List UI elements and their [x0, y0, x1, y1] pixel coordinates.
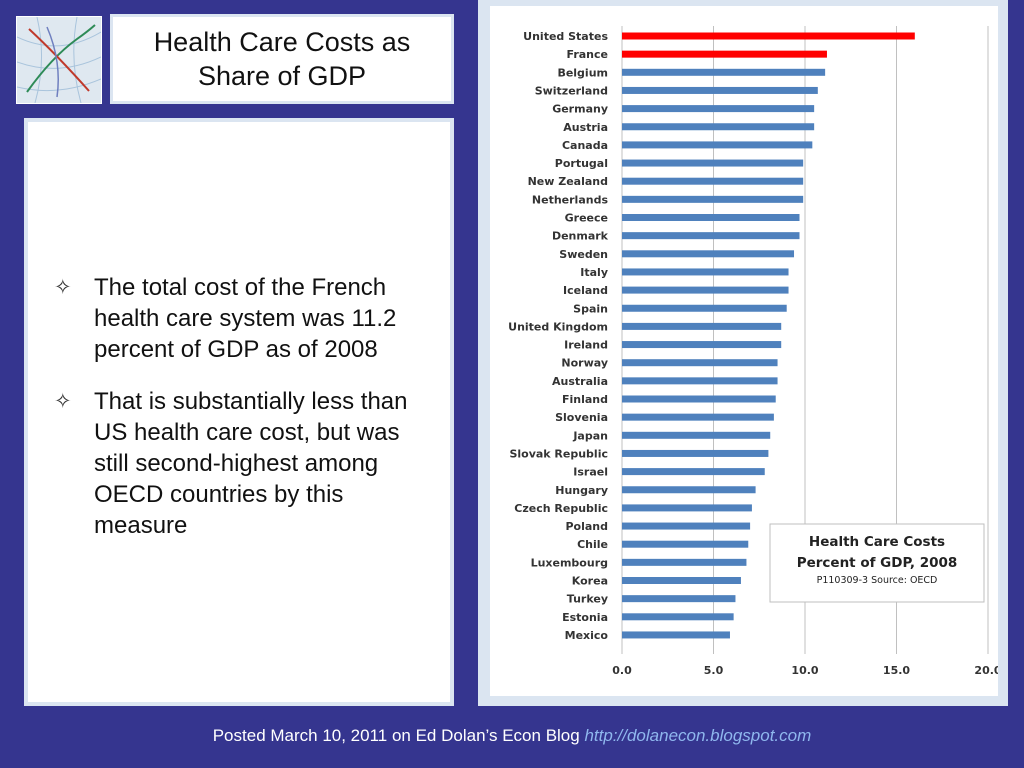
bar	[622, 486, 756, 494]
bar	[622, 431, 771, 439]
category-label: Greece	[565, 212, 608, 225]
bar-chart: 0.0 5.0 10.0 15.0 20.0 United States France Bel…	[508, 26, 1002, 677]
bar	[622, 540, 749, 548]
category-label: Switzerland	[535, 84, 608, 97]
bar	[622, 395, 776, 403]
bar	[622, 631, 730, 639]
category-label: Canada	[562, 139, 608, 152]
category-label: Finland	[562, 393, 608, 406]
bar	[622, 177, 804, 185]
bullet-item: ✧ The total cost of the French health ca…	[54, 272, 434, 365]
x-tick-label: 0.0	[612, 664, 632, 677]
bar	[622, 558, 747, 566]
bar	[622, 322, 782, 330]
bar	[622, 123, 815, 131]
x-tick-label: 5.0	[704, 664, 724, 677]
logo-graphic	[17, 17, 101, 103]
category-label: Italy	[580, 266, 608, 279]
bar	[622, 449, 769, 457]
chart-title: Health Care Costs	[809, 534, 945, 550]
bar	[622, 250, 795, 258]
category-label: Korea	[572, 575, 608, 588]
chart-area: 0.0 5.0 10.0 15.0 20.0 United States France Bel…	[490, 6, 1002, 696]
category-label: Denmark	[552, 230, 609, 243]
x-tick-label: 10.0	[791, 664, 818, 677]
bar	[622, 286, 789, 294]
chart-subtitle: Percent of GDP, 2008	[797, 555, 958, 571]
bar	[622, 304, 787, 312]
bar	[622, 341, 782, 349]
bar	[622, 195, 804, 203]
bar	[622, 105, 815, 113]
category-label: Slovenia	[555, 411, 608, 424]
category-label: United Kingdom	[508, 320, 608, 333]
bar	[622, 359, 778, 367]
bar	[622, 86, 818, 94]
category-label: Chile	[577, 538, 608, 551]
category-label: Turkey	[567, 593, 608, 606]
category-label: Belgium	[557, 66, 608, 79]
category-label: Czech Republic	[514, 502, 608, 515]
bar	[622, 141, 813, 149]
category-label: France	[567, 48, 608, 61]
bar	[622, 522, 751, 530]
bar	[622, 232, 800, 240]
bar	[622, 468, 765, 476]
page-title: Health Care Costs as Share of GDP	[153, 27, 411, 91]
category-label: Norway	[561, 357, 608, 370]
category-label: Australia	[552, 375, 608, 388]
category-label: Estonia	[562, 611, 608, 624]
category-label: Luxembourg	[531, 556, 608, 569]
bar	[622, 159, 804, 167]
bar	[622, 413, 774, 421]
footer: Posted March 10, 2011 on Ed Dolan’s Econ…	[0, 726, 1024, 746]
text-box: ✧ The total cost of the French health ca…	[24, 118, 454, 706]
category-label: Slovak Republic	[509, 447, 608, 460]
category-label: Germany	[552, 103, 608, 116]
category-label: Hungary	[555, 484, 608, 497]
category-label: New Zealand	[528, 175, 608, 188]
bullet-text: The total cost of the French health care…	[94, 274, 397, 363]
chart-source-note: P110309-3 Source: OECD	[817, 575, 938, 586]
category-label: Mexico	[565, 629, 609, 642]
chart-panel: 0.0 5.0 10.0 15.0 20.0 United States France Bel…	[478, 0, 1008, 706]
category-label: Japan	[572, 429, 608, 442]
x-tick-label: 15.0	[883, 664, 910, 677]
logo	[16, 16, 102, 104]
category-label: Portugal	[555, 157, 608, 170]
category-label: Sweden	[559, 248, 608, 261]
bullet-text: That is substantially less than US healt…	[94, 388, 408, 539]
title-box: Health Care Costs as Share of GDP	[110, 14, 454, 104]
footer-text: Posted March 10, 2011 on Ed Dolan’s Econ…	[212, 726, 580, 745]
category-label: Spain	[573, 302, 608, 315]
bar	[622, 504, 752, 512]
bar	[622, 214, 800, 221]
bar	[622, 613, 734, 621]
bar	[622, 50, 827, 58]
category-label: United States	[523, 30, 608, 43]
bar	[622, 68, 826, 76]
bar	[622, 268, 789, 276]
bar	[622, 377, 778, 385]
legend-box	[769, 523, 985, 603]
x-tick-label: 20.0	[974, 664, 998, 677]
category-label: Ireland	[564, 339, 608, 352]
bar	[622, 32, 915, 40]
category-label: Israel	[573, 466, 608, 479]
footer-link[interactable]: http://dolanecon.blogspot.com	[584, 726, 812, 745]
bullet-item: ✧ That is substantially less than US hea…	[54, 386, 434, 541]
bar	[622, 577, 741, 584]
category-label: Iceland	[563, 284, 608, 297]
category-label: Austria	[563, 121, 608, 134]
category-label: Netherlands	[532, 193, 609, 206]
star-bullet-icon: ✧	[54, 276, 72, 299]
star-bullet-icon: ✧	[54, 390, 72, 413]
bar	[622, 595, 736, 603]
category-label: Poland	[565, 520, 608, 533]
